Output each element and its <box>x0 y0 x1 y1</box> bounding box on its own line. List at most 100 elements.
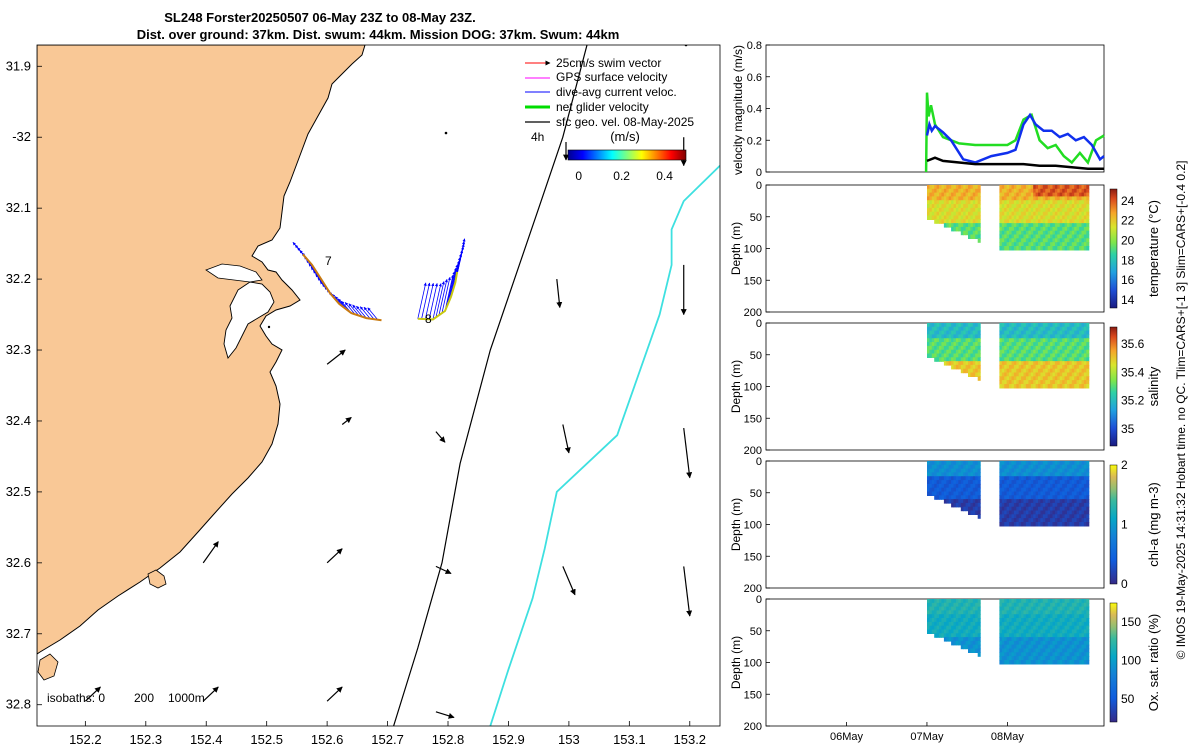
profile-cell <box>975 185 979 190</box>
profile-cell <box>953 215 957 220</box>
profile-cell <box>1033 640 1037 646</box>
profile-cell <box>1018 323 1022 328</box>
profile-cell <box>943 476 947 481</box>
profile-cell <box>963 342 967 347</box>
profile-cell <box>1081 226 1085 232</box>
profile-cell <box>1042 219 1046 224</box>
profile-cell <box>968 491 971 496</box>
profile-cell <box>1040 230 1044 236</box>
profile-cell <box>1071 480 1075 485</box>
profile-cell <box>1071 380 1075 385</box>
profile-cell <box>1054 644 1058 650</box>
map-y-tick-label: 32.3 <box>6 342 31 357</box>
profile-cell <box>1006 223 1010 228</box>
profile-cell <box>968 204 971 209</box>
profile-cell <box>1071 487 1075 493</box>
profile-cell <box>1006 602 1010 608</box>
profile-cell <box>1064 602 1068 608</box>
profile-cell <box>1052 491 1056 496</box>
profile-cell <box>953 614 957 619</box>
profile-cell <box>1079 361 1083 366</box>
profile-cell <box>1079 334 1083 339</box>
profile-cell <box>1025 215 1029 220</box>
profile-cell <box>1042 491 1046 496</box>
profile-cell <box>1069 342 1073 347</box>
profile-cell <box>1083 246 1087 251</box>
profile-cell <box>1016 384 1020 389</box>
profile-cell <box>941 219 945 224</box>
profile-cell <box>1040 614 1044 619</box>
profile-cell <box>1011 610 1015 615</box>
profile-cell <box>1013 602 1017 608</box>
profile-cell <box>1057 518 1061 523</box>
profile-cell <box>1023 483 1027 489</box>
profile-cell <box>1045 368 1049 374</box>
profile-cell <box>1062 502 1066 508</box>
profile-cell <box>1035 207 1039 213</box>
profile-cell <box>1009 215 1012 220</box>
profile-cell <box>958 349 962 355</box>
profile-cell <box>970 207 974 213</box>
profile-cell <box>977 480 981 485</box>
profile-cell <box>1081 491 1085 496</box>
profile-cell <box>958 215 962 220</box>
profile-cell <box>1016 506 1020 512</box>
profile-cell <box>1071 326 1075 332</box>
profile-cell <box>936 602 940 608</box>
profile-cell <box>975 196 979 201</box>
profile-cell <box>1076 234 1080 239</box>
profile-cell <box>1047 361 1051 366</box>
profile-cell <box>948 185 952 190</box>
profile-cell <box>1054 637 1058 642</box>
profile-cell <box>1042 230 1046 236</box>
profile-cell <box>975 606 979 612</box>
profile-cell <box>1076 334 1080 339</box>
profile-cell <box>1009 226 1012 232</box>
profile-cell <box>970 633 974 638</box>
profile-cell <box>1064 342 1068 347</box>
profile-cell <box>1054 518 1058 523</box>
profile-cell <box>946 637 950 642</box>
profile-cell <box>1079 219 1083 224</box>
profile-cell <box>1028 644 1032 650</box>
profile-cell <box>1023 353 1027 358</box>
profile-cell <box>1062 522 1066 527</box>
profile-cell <box>939 204 942 209</box>
profile-cell <box>939 633 942 638</box>
profile-cell <box>1004 506 1008 512</box>
profile-cell <box>1076 342 1080 347</box>
colorbar-tick-label: 20 <box>1121 234 1135 248</box>
profile-cell <box>1021 192 1025 198</box>
profile-cell <box>1079 614 1083 619</box>
profile-cell <box>1057 660 1061 665</box>
footer-credit: © IMOS 19-May-2025 14:31:32 Hobart time.… <box>1174 161 1188 660</box>
profile-cell <box>1050 652 1054 657</box>
profile-cell <box>1023 357 1027 362</box>
profile-cell <box>1028 487 1032 493</box>
profile-cell <box>1040 483 1044 489</box>
profile-cell <box>1064 633 1068 638</box>
profile-cell <box>948 349 952 355</box>
profile-cell <box>929 610 933 615</box>
profile-cell <box>1062 323 1066 328</box>
profile-cell <box>929 345 933 351</box>
profile-cell <box>1052 629 1056 634</box>
profile-cell <box>970 464 974 470</box>
profile-cell <box>1018 200 1022 205</box>
profile-cell <box>958 502 962 508</box>
profile-cell <box>1004 610 1008 615</box>
profile-cell <box>1052 368 1056 374</box>
profile-cell <box>1062 234 1066 239</box>
profile-cell <box>1079 246 1083 251</box>
profile-cell <box>1025 234 1029 239</box>
profile-cell <box>1013 660 1017 665</box>
profile-cell <box>999 487 1003 493</box>
profile-cell <box>965 361 969 366</box>
profile-cell <box>1004 637 1008 642</box>
profile-cell <box>1081 338 1085 343</box>
profile-cell <box>960 345 964 351</box>
profile-cell <box>960 185 964 190</box>
profile-cell <box>1062 185 1066 190</box>
profile-cell <box>1011 599 1015 604</box>
profile-cell <box>1033 606 1037 612</box>
